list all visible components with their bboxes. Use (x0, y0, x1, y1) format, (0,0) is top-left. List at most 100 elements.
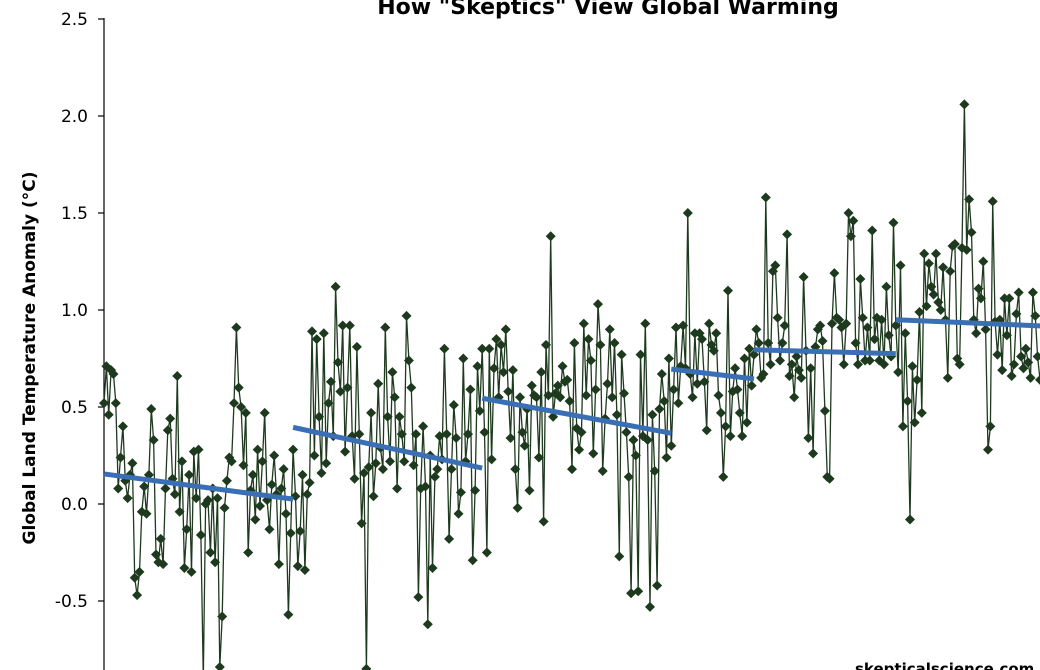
data-point (987, 196, 998, 207)
data-point (531, 392, 542, 403)
data-point (623, 471, 634, 482)
data-point (344, 320, 355, 331)
data-point (273, 559, 284, 570)
data-point (763, 337, 774, 348)
data-point (585, 355, 596, 366)
data-point (330, 281, 341, 292)
data-point (314, 411, 325, 422)
data-point (673, 398, 684, 409)
data-point (867, 225, 878, 236)
data-point (321, 458, 332, 469)
data-point (701, 425, 712, 436)
data-point (193, 444, 204, 455)
data-point (496, 339, 507, 350)
data-point (621, 427, 632, 438)
data-point (139, 481, 150, 492)
data-point (862, 322, 873, 333)
data-point (616, 349, 627, 360)
data-point (567, 464, 577, 475)
data-point (297, 469, 308, 480)
trend-segment (481, 395, 672, 436)
data-point (129, 572, 140, 583)
data-point (463, 429, 473, 440)
data-point (281, 508, 291, 519)
chart-title: How "Skeptics" View Global Warming (377, 0, 838, 20)
data-point (808, 448, 819, 459)
data-point (581, 390, 592, 401)
data-point (238, 460, 249, 471)
data-point (292, 561, 303, 572)
data-point (498, 367, 509, 378)
data-point (158, 559, 169, 570)
data-point (212, 493, 223, 504)
trend-segment (103, 471, 294, 502)
data-point (165, 413, 176, 424)
data-point (966, 227, 977, 238)
data-point (115, 452, 126, 463)
data-point (117, 421, 128, 432)
data-point (971, 328, 982, 339)
data-point (503, 386, 514, 397)
data-point (775, 355, 785, 366)
data-point (382, 411, 393, 422)
data-point (1023, 357, 1034, 368)
data-point (233, 382, 244, 393)
data-point (441, 429, 452, 440)
data-point (257, 456, 268, 467)
data-point (893, 367, 904, 378)
data-point (385, 456, 395, 467)
data-point (765, 359, 776, 370)
data-point (231, 322, 242, 333)
data-point (229, 398, 239, 409)
data-point (1011, 308, 1022, 319)
trend-segment (895, 317, 1040, 329)
data-point (777, 337, 788, 348)
trend-segment (753, 347, 896, 357)
data-point (590, 384, 601, 395)
data-point (753, 337, 764, 348)
data-point (666, 440, 677, 451)
data-point (533, 452, 544, 463)
data-point (635, 349, 646, 360)
data-point (923, 258, 934, 269)
data-point (1030, 310, 1040, 321)
series-markers (99, 99, 1040, 670)
data-point (997, 365, 1008, 376)
data-point (186, 566, 197, 577)
data-point (264, 524, 275, 535)
data-point (455, 487, 466, 498)
data-point (978, 256, 989, 267)
data-point (883, 330, 894, 341)
data-point (663, 353, 674, 364)
data-point (772, 312, 783, 323)
data-point (103, 409, 114, 420)
data-point (543, 390, 554, 401)
data-point (333, 357, 343, 368)
data-point (236, 402, 247, 412)
data-point (351, 341, 362, 352)
data-point (394, 411, 405, 422)
data-point (517, 427, 528, 438)
data-point (342, 382, 353, 393)
data-point (649, 466, 660, 477)
data-point (479, 427, 490, 438)
data-point (214, 661, 225, 670)
data-point (607, 392, 618, 403)
data-point (652, 580, 663, 591)
data-point (671, 322, 681, 333)
data-point (803, 433, 814, 444)
data-point (219, 502, 230, 513)
data-point (628, 434, 639, 445)
data-point (489, 363, 499, 374)
source-credit: skepticalscience.com (855, 660, 1034, 670)
data-point (633, 586, 644, 597)
data-point (127, 458, 138, 469)
data-point (299, 564, 310, 575)
data-point (418, 421, 429, 432)
data-point (983, 444, 993, 455)
data-point (113, 483, 124, 494)
data-point (909, 417, 920, 428)
data-point (363, 462, 374, 473)
data-point (855, 273, 866, 284)
data-point (739, 353, 750, 364)
